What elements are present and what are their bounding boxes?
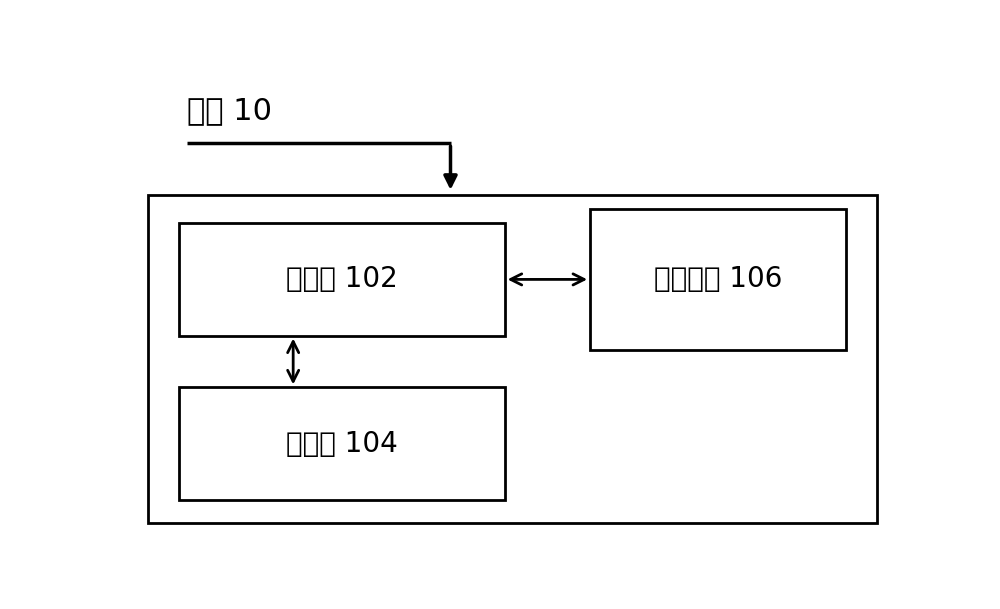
Text: 终端 10: 终端 10 [187,96,272,125]
Text: 存储器 104: 存储器 104 [286,429,398,457]
Bar [590,209,846,350]
Text: 传输装置 106: 传输装置 106 [654,266,782,294]
Bar [148,195,877,523]
Bar [179,387,505,500]
Bar [179,223,505,336]
Text: 处理器 102: 处理器 102 [286,266,398,294]
